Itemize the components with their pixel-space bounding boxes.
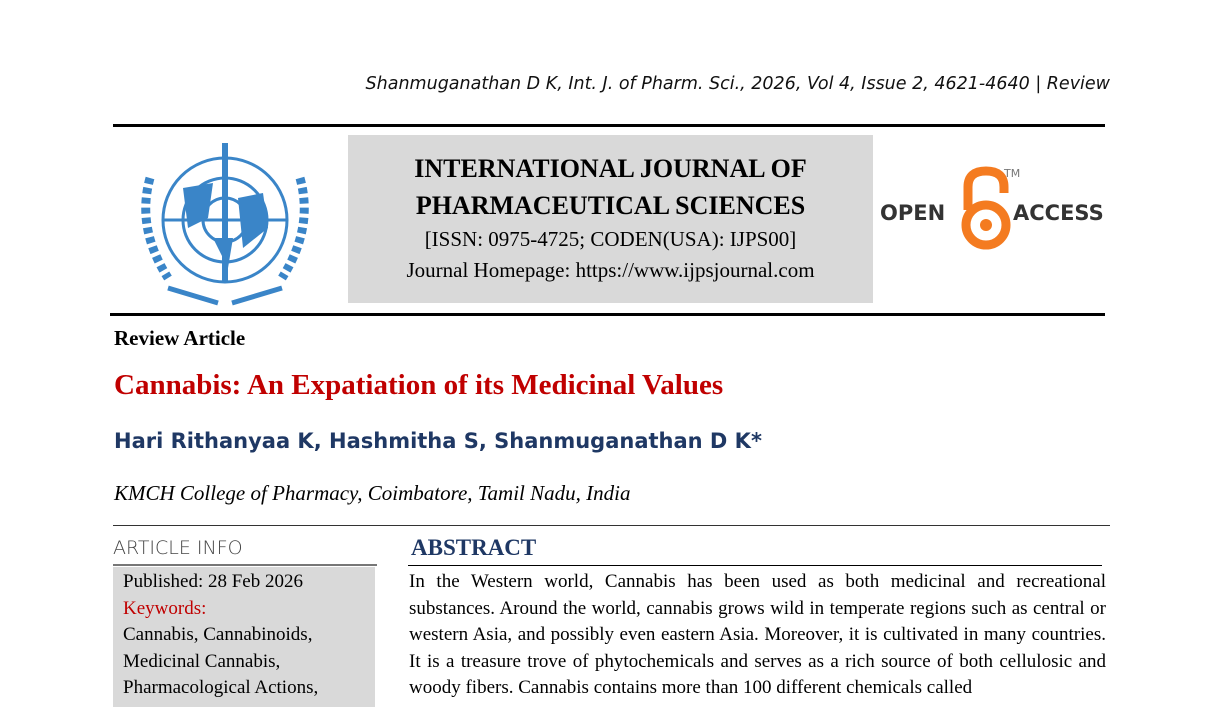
keyword-line: Medicinal Cannabis, bbox=[123, 650, 281, 672]
article-title: Cannabis: An Expatiation of its Medicina… bbox=[114, 369, 724, 401]
running-header: Shanmuganathan D K, Int. J. of Pharm. Sc… bbox=[365, 74, 1110, 94]
abstract-text: In the Western world, Cannabis has been … bbox=[409, 571, 1106, 698]
article-info-box: Published: 28 Feb 2026 Keywords: Cannabi… bbox=[113, 567, 375, 707]
journal-emblem-icon bbox=[141, 143, 309, 306]
journal-title-line2: PHARMACEUTICAL SCIENCES bbox=[415, 191, 806, 220]
article-authors: Hari Rithanyaa K, Hashmitha S, Shanmugan… bbox=[114, 429, 762, 453]
journal-title-line1: INTERNATIONAL JOURNAL OF bbox=[414, 154, 807, 183]
article-info-heading: ARTICLE INFO bbox=[113, 537, 243, 559]
keywords-label: Keywords: bbox=[123, 597, 207, 619]
open-lock-icon bbox=[961, 166, 1011, 250]
header-bottom-rule bbox=[110, 313, 1105, 316]
header-top-rule bbox=[113, 124, 1105, 127]
published-date: Published: 28 Feb 2026 bbox=[123, 571, 303, 592]
trademark: TM bbox=[1004, 167, 1021, 180]
keyword-line: Pharmacological Actions, bbox=[123, 677, 319, 698]
section-divider bbox=[113, 525, 1110, 526]
journal-issn: [ISSN: 0975-4725; CODEN(USA): IJPS00] bbox=[424, 227, 797, 251]
journal-info-box: INTERNATIONAL JOURNAL OF PHARMACEUTICAL … bbox=[348, 135, 873, 303]
access-label: ACCESS bbox=[1013, 201, 1104, 225]
article-affiliation: KMCH College of Pharmacy, Coimbatore, Ta… bbox=[114, 481, 631, 505]
open-access-logo: OPEN TM ACCESS bbox=[880, 165, 1106, 251]
abstract-rule bbox=[408, 565, 1102, 566]
article-type: Review Article bbox=[114, 326, 246, 350]
article-info-rule bbox=[113, 564, 377, 566]
open-label: OPEN bbox=[880, 201, 946, 225]
journal-homepage[interactable]: Journal Homepage: https://www.ijpsjourna… bbox=[406, 258, 815, 282]
keyword-line: Cannabis, Cannabinoids, bbox=[123, 624, 313, 645]
abstract-heading: ABSTRACT bbox=[411, 535, 537, 560]
